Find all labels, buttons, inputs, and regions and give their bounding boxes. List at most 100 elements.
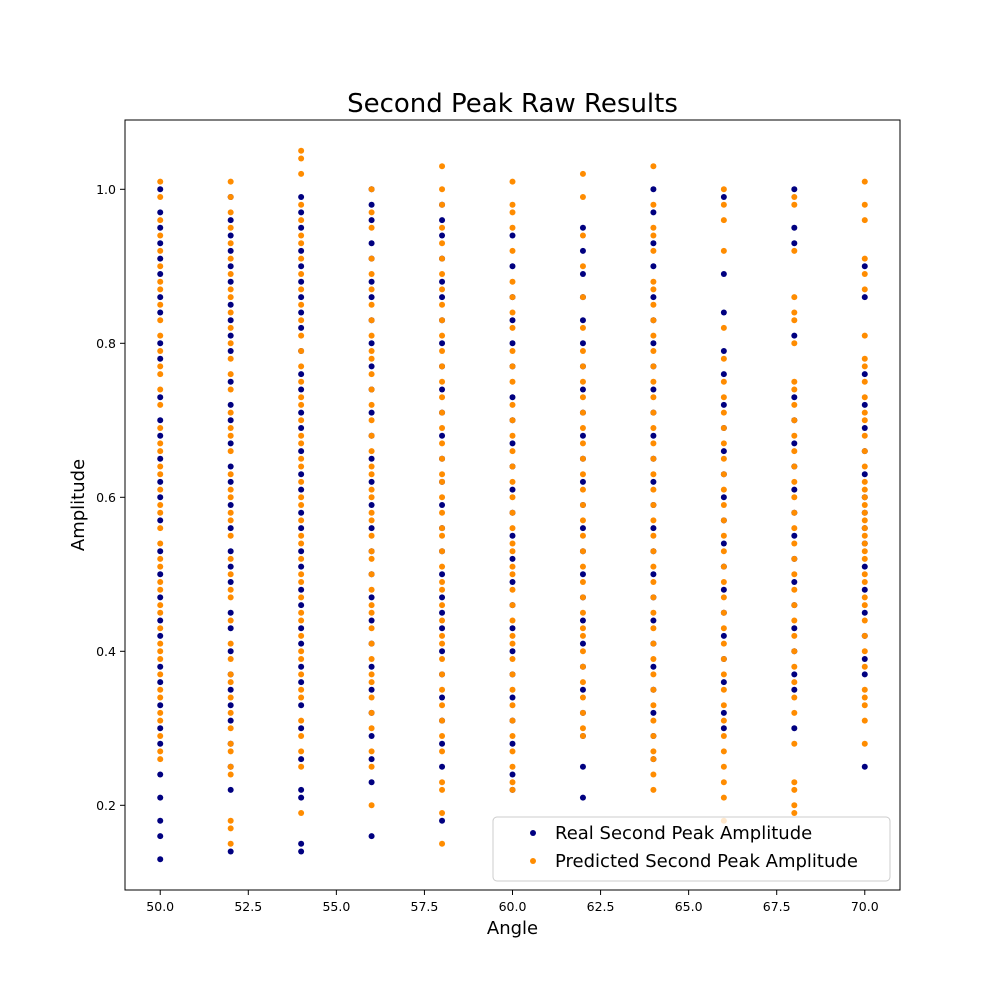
real-amplitude-point bbox=[157, 594, 164, 601]
predicted-amplitude-point bbox=[157, 525, 164, 532]
real-amplitude-point bbox=[579, 271, 586, 277]
predicted-amplitude-point bbox=[227, 709, 234, 716]
predicted-amplitude-point bbox=[227, 448, 234, 455]
predicted-amplitude-point bbox=[157, 609, 164, 616]
predicted-amplitude-point bbox=[791, 540, 798, 547]
predicted-amplitude-point bbox=[157, 748, 164, 755]
predicted-amplitude-point bbox=[791, 740, 798, 747]
predicted-amplitude-point bbox=[368, 494, 375, 501]
predicted-amplitude-point bbox=[579, 363, 586, 370]
real-amplitude-point bbox=[298, 425, 305, 431]
real-amplitude-point bbox=[157, 702, 164, 709]
predicted-amplitude-point bbox=[861, 417, 868, 424]
predicted-amplitude-point bbox=[439, 494, 446, 501]
predicted-amplitude-point bbox=[509, 717, 516, 724]
predicted-amplitude-point bbox=[861, 717, 868, 724]
predicted-amplitude-point bbox=[368, 509, 375, 516]
predicted-amplitude-point bbox=[579, 648, 586, 655]
y-tick-label: 0.6 bbox=[96, 490, 116, 505]
real-amplitude-point bbox=[650, 525, 657, 532]
predicted-amplitude-point bbox=[509, 586, 516, 593]
predicted-amplitude-point bbox=[439, 640, 446, 647]
predicted-amplitude-point bbox=[509, 363, 516, 370]
predicted-amplitude-point bbox=[720, 702, 727, 709]
predicted-amplitude-point bbox=[157, 263, 164, 270]
real-amplitude-point bbox=[298, 756, 305, 763]
predicted-amplitude-point bbox=[227, 679, 234, 686]
predicted-amplitude-point bbox=[368, 586, 375, 593]
real-amplitude-point bbox=[227, 478, 234, 485]
real-amplitude-point bbox=[650, 386, 657, 393]
predicted-amplitude-point bbox=[509, 278, 516, 285]
real-amplitude-point bbox=[157, 186, 164, 193]
predicted-amplitude-point bbox=[861, 494, 868, 501]
predicted-amplitude-point bbox=[227, 694, 234, 701]
predicted-amplitude-point bbox=[439, 240, 446, 247]
predicted-amplitude-point bbox=[861, 617, 868, 624]
real-amplitude-point bbox=[579, 794, 586, 801]
legend-label-predicted: Predicted Second Peak Amplitude bbox=[555, 851, 858, 872]
predicted-amplitude-point bbox=[368, 640, 375, 647]
predicted-amplitude-point bbox=[720, 563, 727, 570]
predicted-amplitude-point bbox=[439, 317, 446, 324]
predicted-amplitude-point bbox=[720, 440, 727, 447]
predicted-amplitude-point bbox=[227, 740, 234, 747]
predicted-amplitude-point bbox=[157, 486, 164, 493]
real-amplitude-point bbox=[579, 640, 586, 647]
predicted-amplitude-point bbox=[368, 748, 375, 755]
predicted-amplitude-point bbox=[791, 448, 798, 455]
real-amplitude-point bbox=[509, 317, 516, 324]
predicted-amplitude-point bbox=[227, 640, 234, 647]
predicted-amplitude-point bbox=[368, 471, 375, 478]
predicted-amplitude-point bbox=[157, 386, 164, 393]
predicted-amplitude-point bbox=[368, 802, 375, 809]
predicted-amplitude-point bbox=[157, 502, 164, 508]
predicted-amplitude-point bbox=[227, 471, 234, 478]
real-amplitude-point bbox=[650, 478, 657, 485]
predicted-amplitude-point bbox=[861, 178, 868, 185]
real-amplitude-point bbox=[368, 686, 375, 693]
real-amplitude-point bbox=[157, 455, 164, 462]
predicted-amplitude-point bbox=[368, 209, 375, 216]
predicted-amplitude-point bbox=[157, 217, 164, 224]
real-amplitude-point bbox=[650, 263, 657, 270]
predicted-amplitude-point bbox=[298, 147, 305, 154]
predicted-amplitude-point bbox=[439, 733, 446, 739]
predicted-amplitude-point bbox=[368, 348, 375, 354]
predicted-amplitude-point bbox=[157, 648, 164, 655]
real-amplitude-point bbox=[157, 294, 164, 301]
predicted-amplitude-point bbox=[509, 571, 516, 578]
predicted-amplitude-point bbox=[791, 602, 798, 609]
predicted-amplitude-point bbox=[650, 717, 657, 724]
real-amplitude-point bbox=[157, 340, 164, 347]
predicted-amplitude-point bbox=[509, 348, 516, 354]
predicted-amplitude-point bbox=[791, 709, 798, 716]
real-amplitude-point bbox=[791, 625, 798, 632]
real-amplitude-point bbox=[650, 432, 657, 439]
predicted-amplitude-point bbox=[650, 748, 657, 755]
predicted-amplitude-point bbox=[650, 247, 657, 254]
real-amplitude-point bbox=[298, 309, 305, 316]
predicted-amplitude-point bbox=[227, 725, 234, 732]
real-amplitude-point bbox=[509, 340, 516, 347]
predicted-amplitude-point bbox=[157, 471, 164, 478]
real-amplitude-point bbox=[298, 525, 305, 532]
predicted-amplitude-point bbox=[368, 671, 375, 678]
predicted-amplitude-point bbox=[227, 817, 234, 824]
predicted-amplitude-point bbox=[439, 532, 446, 539]
predicted-amplitude-point bbox=[720, 579, 727, 585]
real-amplitude-point bbox=[579, 525, 586, 532]
predicted-amplitude-point bbox=[650, 455, 657, 462]
predicted-amplitude-point bbox=[157, 625, 164, 632]
predicted-amplitude-point bbox=[439, 717, 446, 724]
real-amplitude-point bbox=[298, 625, 305, 632]
y-tick-label: 0.4 bbox=[96, 644, 116, 659]
predicted-amplitude-point bbox=[298, 394, 305, 401]
predicted-amplitude-point bbox=[298, 232, 305, 239]
x-tick-label: 62.5 bbox=[587, 899, 615, 914]
predicted-amplitude-point bbox=[227, 194, 234, 200]
predicted-amplitude-point bbox=[509, 640, 516, 647]
real-amplitude-point bbox=[861, 371, 868, 378]
predicted-amplitude-point bbox=[298, 594, 305, 601]
